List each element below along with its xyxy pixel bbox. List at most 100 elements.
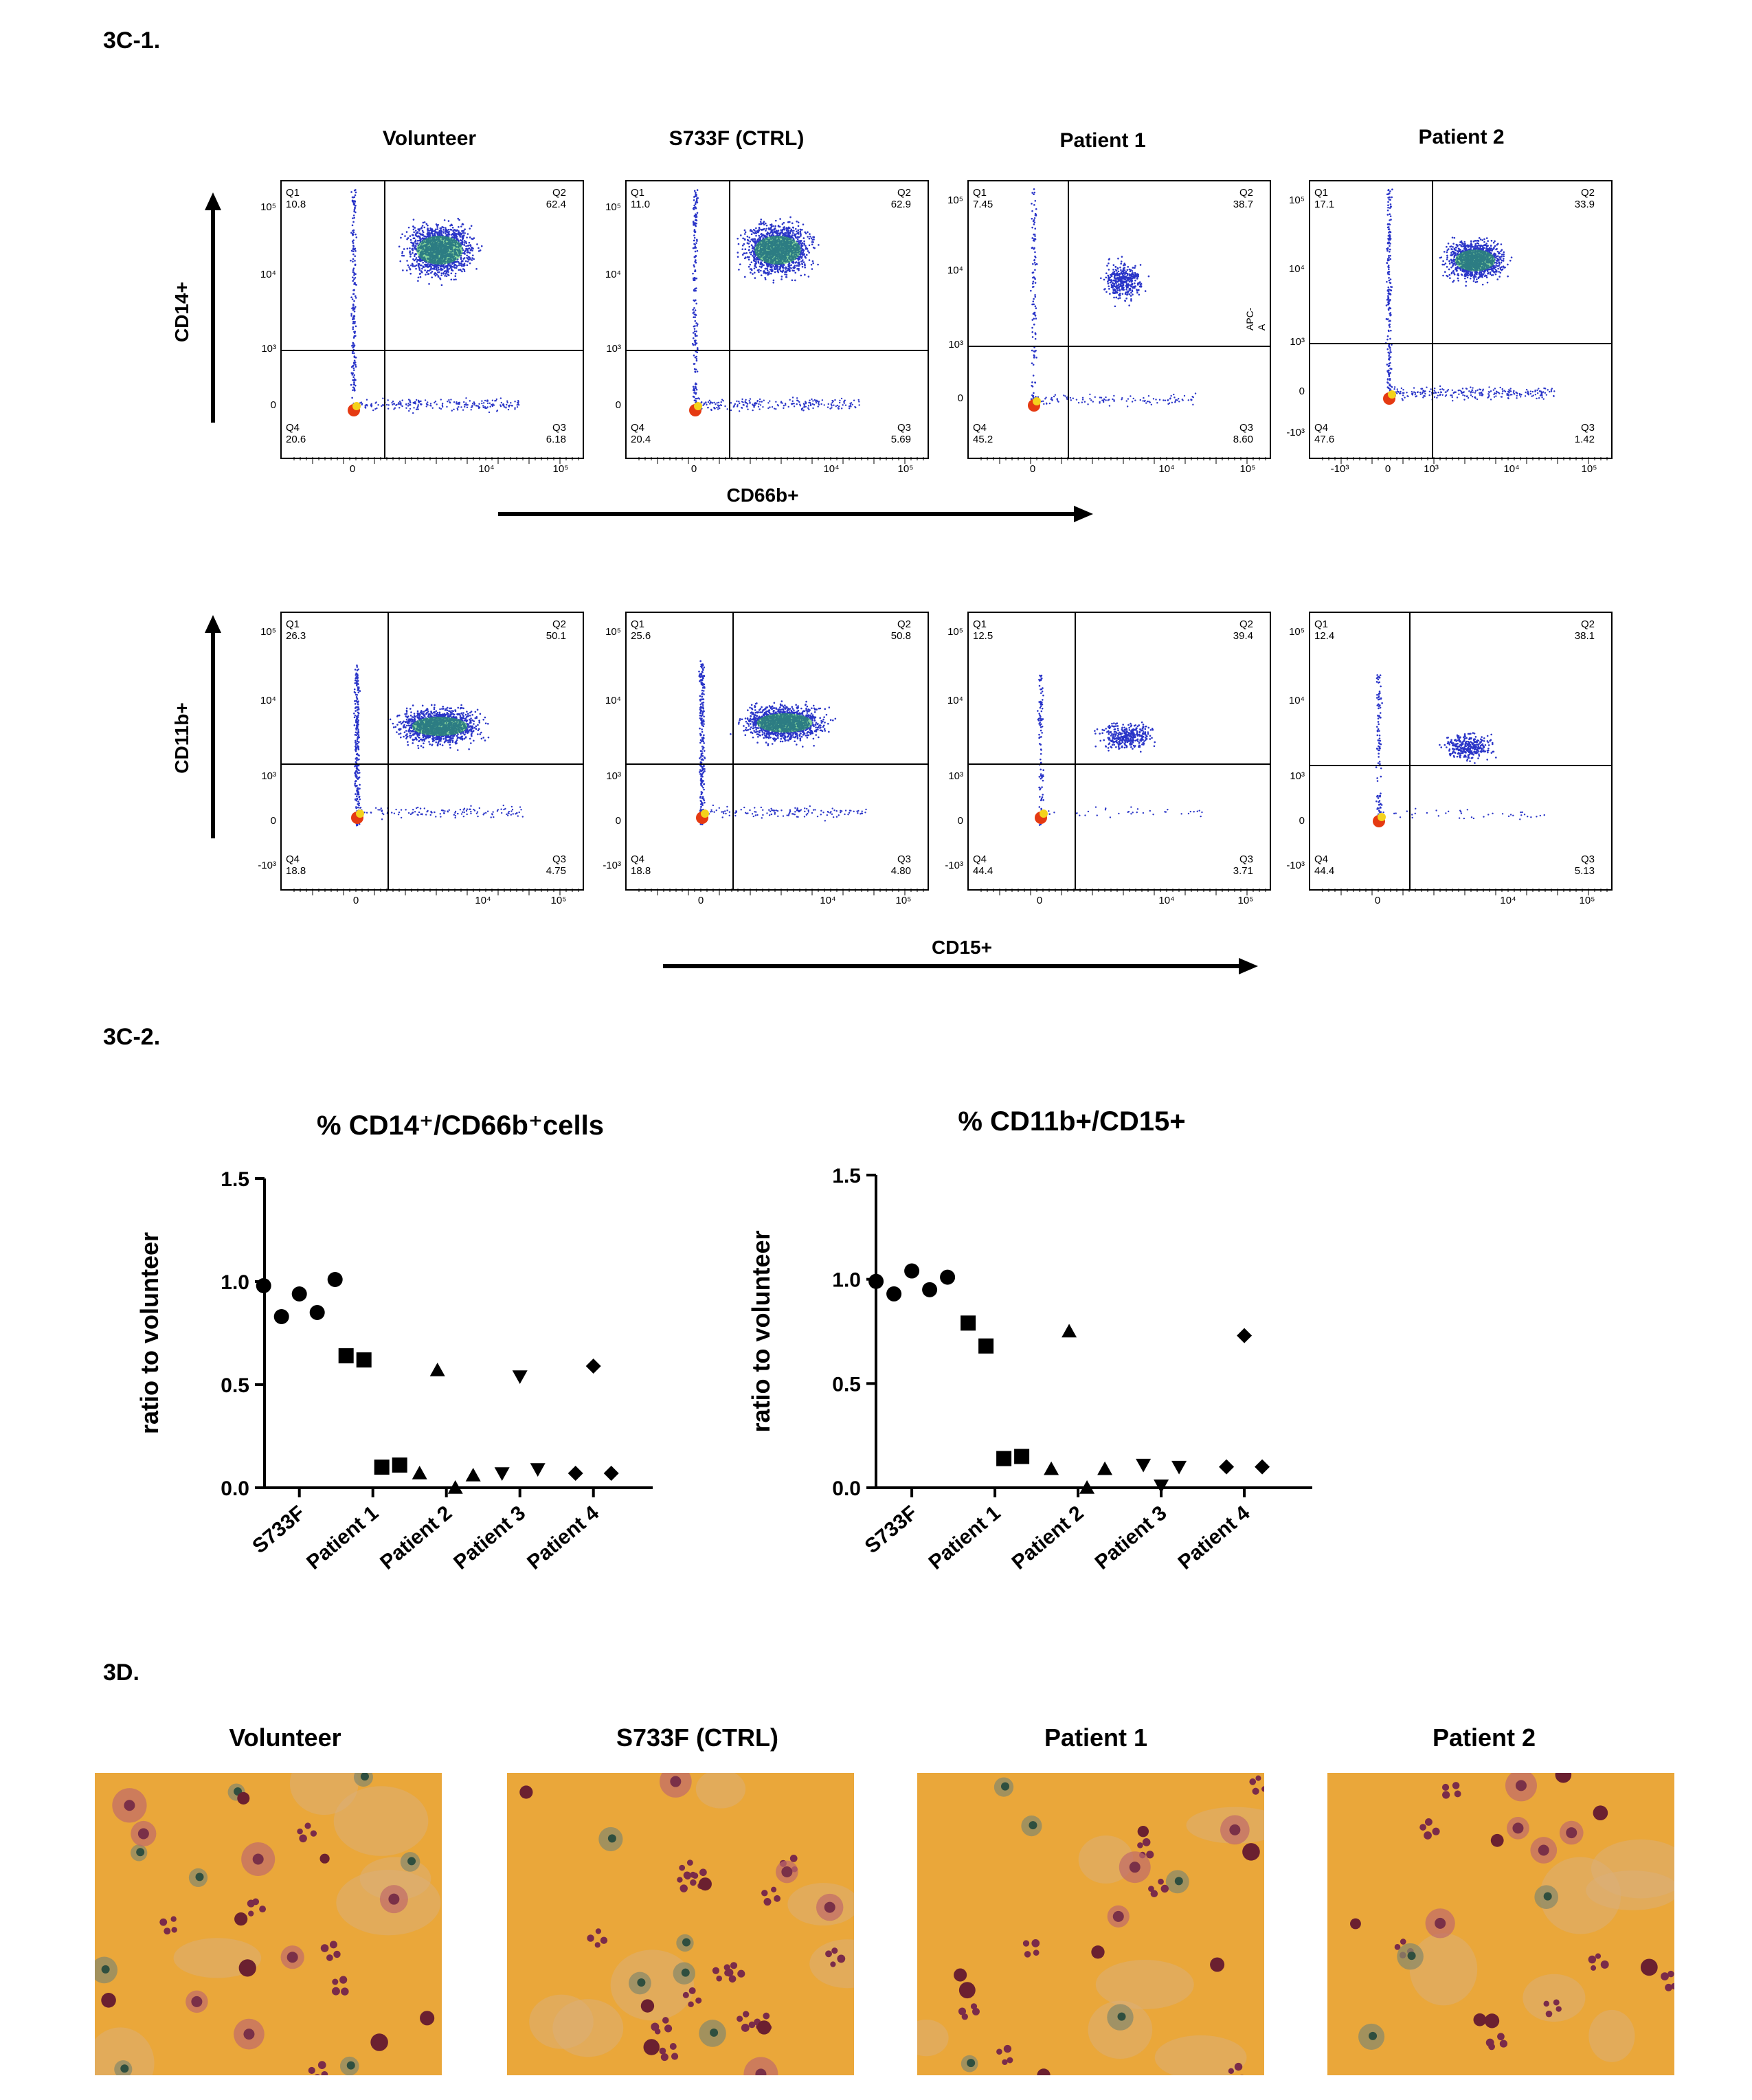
cell-dot: [1031, 303, 1033, 306]
cell-dot: [1131, 401, 1134, 403]
cell-dot: [486, 402, 489, 405]
cell-dot: [415, 243, 417, 245]
cell-dot: [763, 221, 765, 223]
cell-dot: [807, 231, 809, 234]
cell-dot: [758, 234, 760, 237]
cell-dot: [1174, 400, 1177, 402]
cell-dot: [446, 270, 449, 273]
cell-dot: [440, 227, 442, 230]
cell-dot: [726, 408, 728, 410]
cell-dot: [412, 237, 415, 240]
cell-dot: [417, 280, 419, 282]
cell-dot: [469, 249, 472, 252]
cell-dot: [1123, 289, 1125, 291]
cell-dot: [506, 403, 508, 406]
cell-dot: [695, 214, 697, 216]
cell-dot: [1109, 276, 1112, 279]
cell-dot: [1110, 280, 1112, 282]
cell-dot: [1144, 290, 1147, 292]
cell-dot: [350, 372, 353, 375]
cell-dot: [789, 236, 791, 238]
cell-dot: [1031, 381, 1033, 383]
cell-dot: [1115, 285, 1118, 287]
cell-dot: [397, 403, 399, 405]
cell-dot: [456, 265, 458, 267]
cell-dot: [798, 267, 800, 270]
cell-dot: [351, 224, 354, 227]
cell-dot: [767, 273, 769, 276]
cell-dot: [1126, 269, 1129, 271]
cell-dot: [1035, 317, 1037, 320]
cell-dot: [463, 262, 466, 265]
cell-dot: [1130, 280, 1133, 282]
cell-dot: [445, 227, 447, 229]
cell-dot: [1121, 284, 1123, 287]
cell-dot: [506, 401, 508, 404]
cell-dot: [1102, 401, 1105, 403]
cell-dot: [387, 407, 390, 410]
cell-dot: [462, 265, 465, 267]
q3-label: Q3: [552, 422, 566, 434]
cell-dot: [372, 409, 374, 412]
cell-dot: [1147, 394, 1150, 397]
cell-dot: [1109, 281, 1112, 284]
cell-dot: [858, 404, 860, 406]
cell-dot: [1450, 245, 1452, 247]
cell-dot: [1105, 396, 1107, 399]
cell-dot: [477, 405, 479, 407]
cell-dot: [696, 189, 699, 191]
cell-dot: [783, 405, 785, 407]
cell-dot: [814, 400, 817, 402]
cell-dot: [693, 396, 695, 399]
cell-dot: [435, 267, 438, 269]
cell-dot: [695, 388, 698, 391]
cell-dot: [1077, 401, 1080, 404]
cd11b-axis-label: CD11b+: [171, 702, 192, 774]
cell-dot: [1460, 245, 1463, 247]
cell-dot: [770, 223, 773, 225]
cell-dot: [355, 384, 357, 387]
cell-dot: [759, 265, 761, 268]
cell-dot: [695, 287, 697, 289]
cell-dot: [410, 264, 412, 267]
cell-dot: [1033, 217, 1036, 219]
cell-dot: [448, 267, 451, 270]
cell-dot: [748, 265, 750, 268]
cell-dot: [1130, 285, 1133, 288]
cell-dot: [453, 264, 456, 267]
cell-dot: [1498, 262, 1501, 265]
cell-dot: [415, 399, 418, 401]
cell-dot: [514, 401, 516, 403]
cell-dot: [694, 333, 697, 335]
cell-dot: [808, 401, 810, 404]
cell-dot: [353, 359, 356, 362]
cell-dot: [1121, 396, 1123, 399]
cell-dot: [442, 226, 445, 229]
cell-dot: [482, 402, 485, 404]
cell-dot: [692, 221, 695, 224]
cell-dot: [1115, 269, 1118, 272]
cell-dot: [759, 238, 761, 241]
cell-dot: [694, 269, 697, 271]
cell-dot: [438, 269, 440, 271]
cell-dot: [1032, 262, 1034, 265]
cell-dot: [484, 399, 486, 402]
cell-dot: [458, 225, 460, 228]
cell-dot: [757, 405, 760, 408]
cell-dot: [412, 228, 415, 231]
cell-dot: [440, 265, 442, 267]
cell-dot: [744, 238, 746, 241]
cell-dot: [428, 230, 431, 232]
cell-dot: [770, 272, 772, 275]
cell-dot: [694, 278, 697, 280]
cell-dot: [456, 260, 458, 262]
cell-dot: [773, 268, 776, 270]
cell-dot: [442, 231, 445, 233]
cell-dot: [354, 263, 357, 266]
cell-dot: [708, 399, 711, 402]
cell-dot: [1109, 293, 1111, 295]
cell-dot: [794, 265, 796, 267]
cell-dot: [1113, 288, 1115, 291]
cell-dot: [1136, 276, 1138, 279]
cell-dot: [694, 383, 697, 386]
